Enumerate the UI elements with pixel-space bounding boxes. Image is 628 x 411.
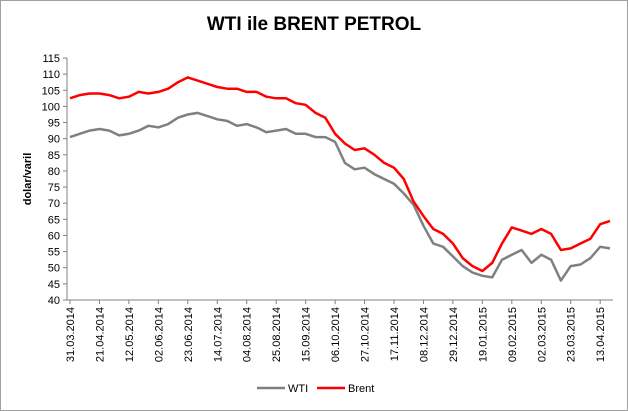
y-tick-label: 85 (48, 150, 60, 162)
y-tick-label: 90 (48, 134, 60, 146)
y-tick-label: 115 (42, 53, 60, 65)
x-tick-label: 29.12.2014 (448, 307, 460, 362)
y-tick-label: 75 (48, 182, 60, 194)
x-tick-label: 14.07.2014 (212, 307, 224, 362)
x-axis: 31.03.2014 21.04.2014 12.05.2014 02.06.2014… (65, 300, 607, 362)
y-tick-label: 65 (48, 214, 60, 226)
series-line-wti (69, 111, 611, 282)
y-axis-label: dolar/varil (22, 153, 34, 206)
x-tick-label: 02.06.2014 (153, 307, 165, 362)
series-layer (69, 76, 611, 282)
y-tick-label: 60 (48, 230, 60, 242)
series-line-brent (69, 76, 611, 273)
x-tick-label: 31.03.2014 (65, 307, 77, 362)
x-tick-label: 15.09.2014 (301, 307, 313, 362)
legend-label-wti: WTI (288, 383, 308, 395)
x-tick-label: 04.08.2014 (242, 307, 254, 362)
chart-title: WTI ile BRENT PETROL (207, 14, 422, 35)
x-tick-label: 09.02.2015 (507, 307, 519, 362)
y-tick-label: 80 (48, 166, 60, 178)
x-tick-label: 23.06.2014 (183, 307, 195, 362)
x-tick-label: 27.10.2014 (360, 307, 372, 362)
y-tick-label: 110 (42, 69, 60, 81)
x-tick-label: 25.08.2014 (271, 307, 283, 362)
y-tick-label: 45 (48, 279, 60, 291)
x-tick-label: 13.04.2015 (595, 307, 607, 362)
y-axis: 40 45 50 55 60 65 70 75 80 85 90 95 100 105 110 115 (42, 53, 67, 307)
x-tick-label: 19.01.2015 (477, 307, 489, 362)
y-tick-label: 95 (48, 118, 60, 130)
legend: WTI Brent (257, 383, 374, 395)
x-tick-label: 08.12.2014 (418, 307, 430, 362)
x-tick-label: 23.03.2015 (566, 307, 578, 362)
y-tick-label: 100 (42, 101, 60, 113)
x-tick-label: 17.11.2014 (389, 307, 401, 361)
y-tick-label: 55 (48, 247, 60, 259)
y-tick-label: 40 (48, 295, 60, 307)
y-tick-label: 50 (48, 263, 60, 275)
x-tick-label: 02.03.2015 (536, 307, 548, 362)
x-tick-label: 12.05.2014 (124, 307, 136, 362)
legend-label-brent: Brent (348, 383, 374, 395)
x-tick-label: 21.04.2014 (94, 307, 106, 362)
x-tick-label: 06.10.2014 (330, 307, 342, 362)
y-tick-label: 70 (48, 198, 60, 210)
y-tick-label: 105 (42, 85, 60, 97)
